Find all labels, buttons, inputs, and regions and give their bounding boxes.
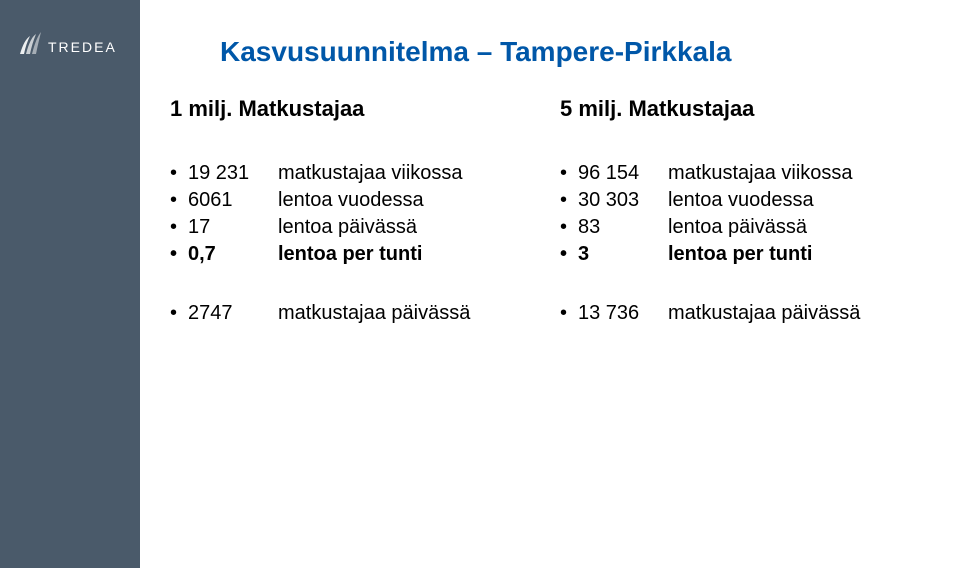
value: 2747 <box>188 302 278 325</box>
bullet-icon: • <box>170 162 188 185</box>
bullet-icon: • <box>560 243 578 266</box>
left-heading: 1 milj. Matkustajaa <box>170 96 540 122</box>
list-item: • 0,7 lentoa per tunti <box>170 243 540 266</box>
label: matkustajaa viikossa <box>668 162 930 185</box>
list-item: • 17 lentoa päivässä <box>170 216 540 239</box>
right-list: • 96 154 matkustajaa viikossa • 30 303 l… <box>560 162 930 325</box>
list-item: • 83 lentoa päivässä <box>560 216 930 239</box>
list-item: • 6061 lentoa vuodessa <box>170 189 540 212</box>
label: lentoa vuodessa <box>278 189 540 212</box>
slide-content: Kasvusuunnitelma – Tampere-Pirkkala 1 mi… <box>140 0 960 568</box>
page-title: Kasvusuunnitelma – Tampere-Pirkkala <box>220 36 731 68</box>
list-item: • 2747 matkustajaa päivässä <box>170 302 540 325</box>
value: 13 736 <box>578 302 668 325</box>
brand-name: TREDEA <box>48 39 117 55</box>
right-column: 5 milj. Matkustajaa • 96 154 matkustajaa… <box>550 96 940 329</box>
sidebar: TREDEA <box>0 0 140 568</box>
label: lentoa päivässä <box>278 216 540 239</box>
bullet-icon: • <box>170 302 188 325</box>
label: matkustajaa viikossa <box>278 162 540 185</box>
bullet-icon: • <box>560 216 578 239</box>
label: matkustajaa päivässä <box>668 302 930 325</box>
value: 30 303 <box>578 189 668 212</box>
columns: 1 milj. Matkustajaa • 19 231 matkustajaa… <box>160 96 940 329</box>
value: 19 231 <box>188 162 278 185</box>
label: lentoa per tunti <box>668 243 930 266</box>
value: 83 <box>578 216 668 239</box>
right-heading: 5 milj. Matkustajaa <box>560 96 930 122</box>
value: 17 <box>188 216 278 239</box>
list-item: • 3 lentoa per tunti <box>560 243 930 266</box>
bullet-icon: • <box>560 189 578 212</box>
list-item: • 30 303 lentoa vuodessa <box>560 189 930 212</box>
label: lentoa per tunti <box>278 243 540 266</box>
value: 0,7 <box>188 243 278 266</box>
bullet-icon: • <box>560 302 578 325</box>
value: 6061 <box>188 189 278 212</box>
left-column: 1 milj. Matkustajaa • 19 231 matkustajaa… <box>160 96 550 329</box>
label: lentoa päivässä <box>668 216 930 239</box>
value: 96 154 <box>578 162 668 185</box>
bullet-icon: • <box>560 162 578 185</box>
label: matkustajaa päivässä <box>278 302 540 325</box>
bullet-icon: • <box>170 216 188 239</box>
logo-waves-icon <box>18 30 42 63</box>
bullet-icon: • <box>170 243 188 266</box>
value: 3 <box>578 243 668 266</box>
label: lentoa vuodessa <box>668 189 930 212</box>
list-item: • 19 231 matkustajaa viikossa <box>170 162 540 185</box>
spacer <box>170 270 540 298</box>
list-item: • 13 736 matkustajaa päivässä <box>560 302 930 325</box>
left-list: • 19 231 matkustajaa viikossa • 6061 len… <box>170 162 540 325</box>
list-item: • 96 154 matkustajaa viikossa <box>560 162 930 185</box>
bullet-icon: • <box>170 189 188 212</box>
spacer <box>560 270 930 298</box>
brand-logo: TREDEA <box>18 30 117 63</box>
